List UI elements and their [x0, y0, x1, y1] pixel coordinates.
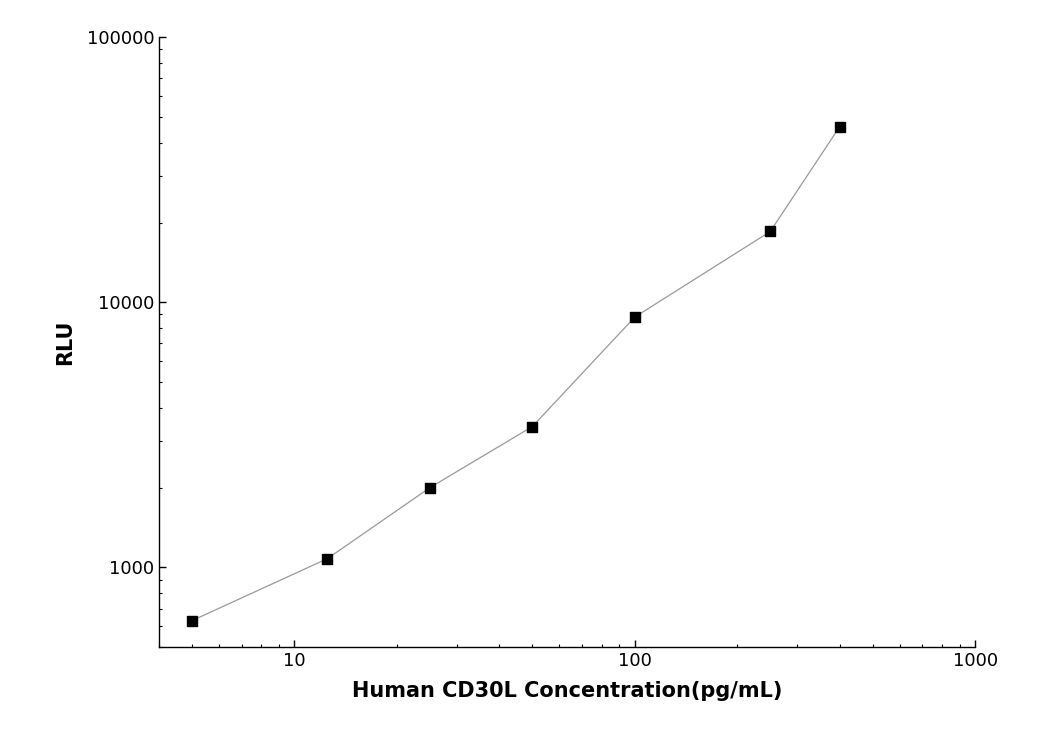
Point [183, 615, 200, 626]
Point [319, 553, 336, 565]
Point [524, 420, 541, 432]
X-axis label: Human CD30L Concentration(pg/mL): Human CD30L Concentration(pg/mL) [352, 682, 782, 702]
Point [422, 481, 439, 493]
Y-axis label: RLU: RLU [55, 320, 75, 365]
Point [762, 225, 779, 237]
Point [626, 311, 643, 323]
Point [831, 121, 848, 132]
